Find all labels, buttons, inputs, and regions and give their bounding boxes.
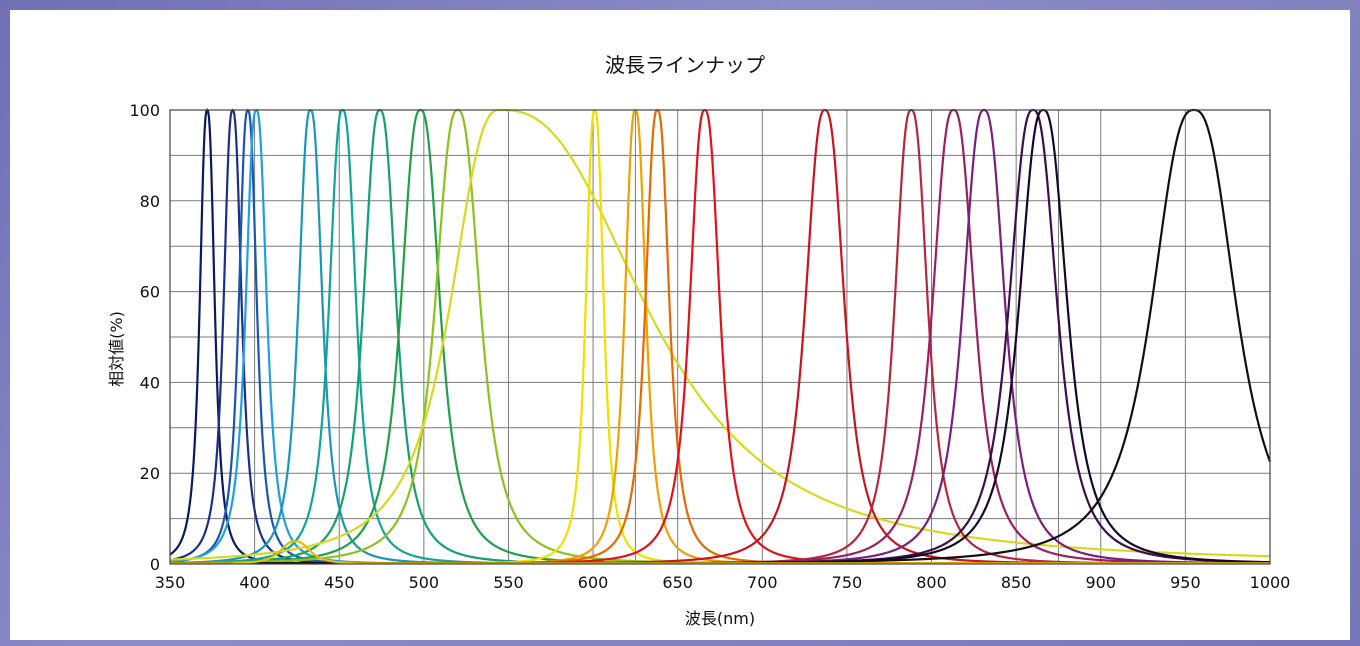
y-tick-label: 80 — [140, 192, 160, 211]
y-tick-label: 100 — [129, 101, 160, 120]
x-axis-ticks: 350 400 450 500 550 600 650 700 750 800 850 900 950 1… — [155, 573, 1291, 592]
x-tick-label: 850 — [1001, 573, 1032, 592]
plot-frame — [169, 109, 1271, 565]
spectrum-curve-22 — [170, 540, 1270, 565]
x-tick-label: 500 — [409, 573, 440, 592]
x-tick-label: 900 — [1085, 573, 1116, 592]
x-tick-label: 400 — [239, 573, 270, 592]
x-tick-label: 700 — [747, 573, 778, 592]
x-tick-label: 350 — [155, 573, 186, 592]
spectrum-chart: 波長ラインナップ 350 400 450 500 550 600 650 700 750 800 8… — [107, 53, 1291, 628]
chart-title: 波長ラインナップ — [605, 53, 765, 77]
x-axis-label: 波長(nm) — [685, 609, 755, 628]
x-tick-label: 450 — [324, 573, 355, 592]
x-tick-label: 750 — [832, 573, 863, 592]
y-tick-label: 0 — [150, 555, 160, 574]
plot-border — [169, 109, 1271, 565]
spectrum-curve-10 — [169, 108, 1271, 561]
x-tick-label: 950 — [1170, 573, 1201, 592]
x-tick-label: 1000 — [1250, 573, 1291, 592]
y-tick-label: 60 — [140, 283, 160, 302]
x-tick-label: 550 — [493, 573, 524, 592]
x-tick-label: 600 — [578, 573, 609, 592]
y-tick-label: 40 — [140, 373, 160, 392]
x-tick-label: 800 — [916, 573, 947, 592]
y-tick-label: 20 — [140, 464, 160, 483]
x-tick-label: 650 — [662, 573, 693, 592]
spectrum-curves — [169, 108, 1272, 565]
chart-panel: 波長ラインナップ 350 400 450 500 550 600 650 700 750 800 8… — [10, 10, 1350, 640]
y-axis-ticks: 0 20 40 60 80 100 — [129, 101, 160, 574]
y-axis-label: 相対値(%) — [107, 311, 126, 387]
